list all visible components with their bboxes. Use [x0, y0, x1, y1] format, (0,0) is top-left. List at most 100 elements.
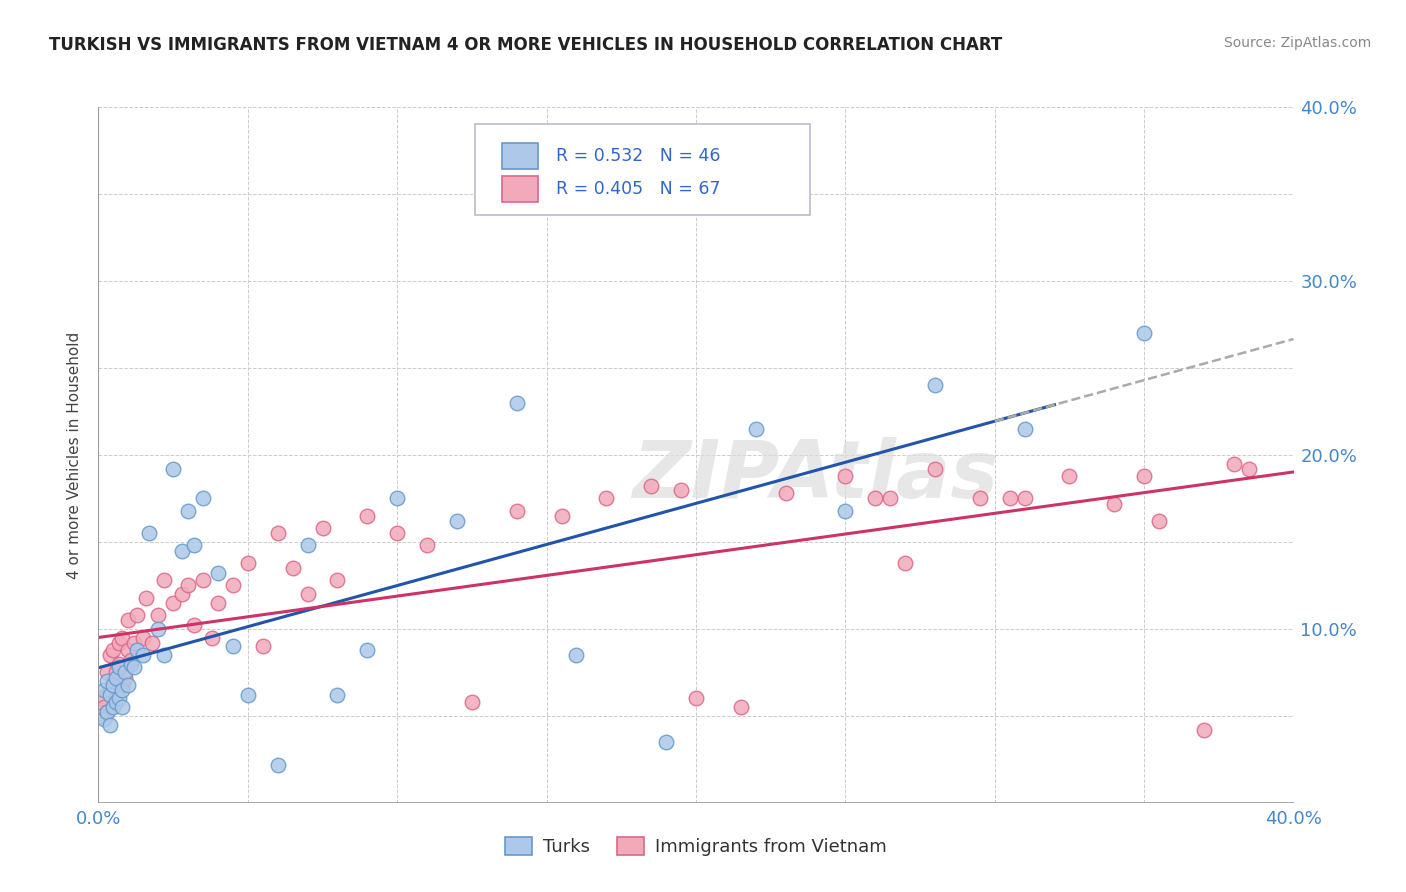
Point: [124, 636, 146, 650]
Point: [111, 677, 134, 691]
Point: [1133, 326, 1156, 340]
Point: [103, 700, 125, 714]
Point: [153, 573, 176, 587]
Point: [775, 486, 797, 500]
Point: [595, 491, 617, 506]
Point: [96, 665, 118, 680]
Point: [120, 653, 142, 667]
Point: [222, 578, 245, 592]
Point: [90, 691, 112, 706]
Point: [865, 491, 887, 506]
Point: [183, 618, 205, 632]
Point: [183, 538, 205, 552]
Point: [96, 706, 118, 720]
Point: [311, 521, 333, 535]
Point: [103, 674, 125, 689]
Point: [506, 503, 529, 517]
Point: [385, 526, 409, 541]
Point: [148, 607, 170, 622]
Point: [108, 660, 131, 674]
Legend: Turks, Immigrants from Vietnam: Turks, Immigrants from Vietnam: [498, 830, 894, 863]
Point: [385, 491, 409, 506]
Point: [111, 631, 134, 645]
Point: [998, 491, 1021, 506]
Point: [207, 596, 229, 610]
Point: [969, 491, 991, 506]
Point: [105, 671, 128, 685]
Point: [252, 639, 274, 653]
Point: [132, 631, 155, 645]
Point: [834, 468, 856, 483]
Point: [105, 695, 128, 709]
Point: [207, 566, 229, 581]
Point: [297, 587, 319, 601]
Point: [177, 503, 200, 517]
Point: [669, 483, 692, 497]
Y-axis label: 4 or more Vehicles in Household: 4 or more Vehicles in Household: [67, 331, 83, 579]
Point: [222, 639, 245, 653]
Point: [172, 543, 194, 558]
Point: [148, 622, 170, 636]
Point: [416, 538, 439, 552]
Point: [103, 642, 125, 657]
Point: [98, 648, 122, 662]
Point: [191, 573, 214, 587]
Point: [461, 695, 484, 709]
Point: [745, 422, 768, 436]
Point: [117, 642, 139, 657]
Point: [153, 648, 176, 662]
Point: [93, 712, 115, 726]
Point: [356, 642, 378, 657]
Point: [111, 700, 134, 714]
Point: [834, 503, 856, 517]
Point: [117, 613, 139, 627]
Point: [127, 642, 149, 657]
Point: [98, 717, 122, 731]
Point: [267, 526, 290, 541]
Point: [127, 607, 149, 622]
Point: [114, 665, 136, 680]
Point: [135, 591, 157, 605]
Point: [108, 657, 131, 671]
Point: [108, 691, 131, 706]
Point: [640, 479, 662, 493]
Text: TURKISH VS IMMIGRANTS FROM VIETNAM 4 OR MORE VEHICLES IN HOUSEHOLD CORRELATION C: TURKISH VS IMMIGRANTS FROM VIETNAM 4 OR …: [49, 36, 1002, 54]
Point: [506, 395, 529, 409]
Point: [655, 735, 678, 749]
Point: [93, 700, 115, 714]
Point: [162, 596, 184, 610]
Point: [281, 561, 304, 575]
Point: [201, 631, 224, 645]
Point: [103, 677, 125, 691]
Point: [191, 491, 214, 506]
Point: [1237, 462, 1260, 476]
Point: [1059, 468, 1081, 483]
Point: [267, 757, 290, 772]
Point: [894, 556, 917, 570]
Point: [98, 688, 122, 702]
Point: [105, 691, 128, 706]
Point: [162, 462, 184, 476]
FancyBboxPatch shape: [475, 124, 810, 215]
Point: [297, 538, 319, 552]
Point: [236, 688, 259, 702]
Point: [117, 677, 139, 691]
Point: [326, 573, 349, 587]
Point: [90, 708, 112, 723]
FancyBboxPatch shape: [502, 176, 538, 202]
Text: ZIPAtlas: ZIPAtlas: [633, 437, 998, 515]
Point: [326, 688, 349, 702]
Point: [685, 691, 707, 706]
Point: [550, 508, 572, 523]
Point: [1223, 457, 1246, 471]
Point: [924, 462, 946, 476]
Point: [1014, 491, 1036, 506]
Point: [138, 526, 160, 541]
Point: [93, 682, 115, 697]
Point: [177, 578, 200, 592]
Point: [111, 682, 134, 697]
Point: [446, 514, 468, 528]
Point: [172, 587, 194, 601]
Point: [96, 706, 118, 720]
Point: [356, 508, 378, 523]
